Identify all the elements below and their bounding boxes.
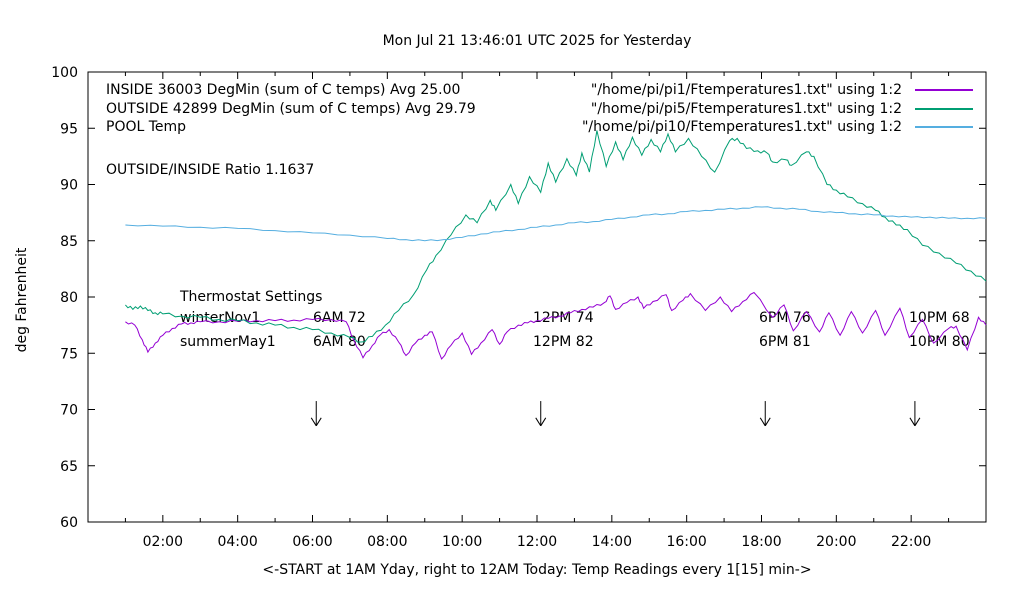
legend-line-swatch: [915, 107, 973, 110]
x-axis-label: <-START at 1AM Yday, right to 12AM Today…: [262, 562, 812, 578]
thermostat-summer-12pm: 12PM 82: [533, 334, 594, 350]
x-tick-label: 04:00: [217, 534, 257, 550]
arrowhead-icon: [535, 417, 542, 427]
thermostat-summer-name: summerMay1: [180, 334, 276, 350]
thermostat-winter-12pm: 12PM 74: [533, 310, 594, 326]
thermostat-winter-6pm: 6PM 76: [759, 310, 811, 326]
legend-line-swatch: [915, 126, 973, 128]
y-axis-label: deg Fahrenheit: [14, 247, 30, 353]
thermostat-summer-10pm: 10PM 80: [909, 334, 970, 350]
arrowhead-icon: [764, 417, 771, 427]
x-tick-label: 20:00: [816, 534, 856, 550]
legend-file-label: "/home/pi/pi10/Ftemperatures1.txt" using…: [581, 119, 902, 135]
thermostat-title: Thermostat Settings: [180, 289, 323, 305]
y-tick-label: 90: [60, 178, 78, 194]
legend-row: OUTSIDE 42899 DegMin (sum of C temps) Av…: [106, 100, 973, 118]
legend-series-label: INSIDE 36003 DegMin (sum of C temps) Avg…: [106, 82, 461, 98]
x-tick-label: 06:00: [292, 534, 332, 550]
chart-title: Mon Jul 21 13:46:01 UTC 2025 for Yesterd…: [382, 33, 692, 49]
x-tick-label: 22:00: [891, 534, 931, 550]
thermostat-winter-6am: 6AM 72: [313, 310, 366, 326]
arrowhead-icon: [914, 417, 921, 427]
x-tick-label: 16:00: [666, 534, 706, 550]
arrowhead-icon: [315, 417, 322, 427]
x-tick-label: 14:00: [592, 534, 632, 550]
thermostat-summer-6am: 6AM 80: [313, 334, 366, 350]
x-tick-label: 12:00: [517, 534, 557, 550]
legend-line-swatch: [915, 89, 973, 91]
y-tick-label: 60: [60, 515, 78, 531]
legend-file-label: "/home/pi/pi1/Ftemperatures1.txt" using …: [590, 82, 902, 98]
arrowhead-icon: [759, 417, 766, 427]
legend-row: INSIDE 36003 DegMin (sum of C temps) Avg…: [106, 81, 973, 99]
thermostat-winter-10pm: 10PM 68: [909, 310, 970, 326]
thermostat-summer-6pm: 6PM 81: [759, 334, 811, 350]
x-tick-label: 18:00: [741, 534, 781, 550]
ratio-label: OUTSIDE/INSIDE Ratio 1.1637: [106, 162, 315, 178]
y-tick-label: 100: [51, 65, 78, 81]
legend-file-label: "/home/pi/pi5/Ftemperatures1.txt" using …: [590, 100, 902, 117]
y-tick-label: 80: [60, 290, 78, 306]
x-tick-label: 02:00: [143, 534, 183, 550]
y-tick-label: 75: [60, 346, 78, 362]
thermostat-winter-name: winterNov1: [180, 310, 261, 326]
legend-row: POOL Temp "/home/pi/pi10/Ftemperatures1.…: [106, 118, 973, 136]
y-tick-label: 95: [60, 121, 78, 137]
legend-series-label: OUTSIDE 42899 DegMin (sum of C temps) Av…: [106, 100, 476, 117]
x-tick-label: 10:00: [442, 534, 482, 550]
y-tick-label: 65: [60, 459, 78, 475]
series-pool-line: [125, 206, 987, 242]
arrowhead-icon: [310, 417, 317, 427]
legend-series-label: POOL Temp: [106, 119, 187, 135]
arrowhead-icon: [540, 417, 547, 427]
y-tick-label: 70: [60, 403, 78, 419]
arrowhead-icon: [909, 417, 916, 427]
x-tick-label: 08:00: [367, 534, 407, 550]
y-tick-label: 85: [60, 234, 78, 250]
